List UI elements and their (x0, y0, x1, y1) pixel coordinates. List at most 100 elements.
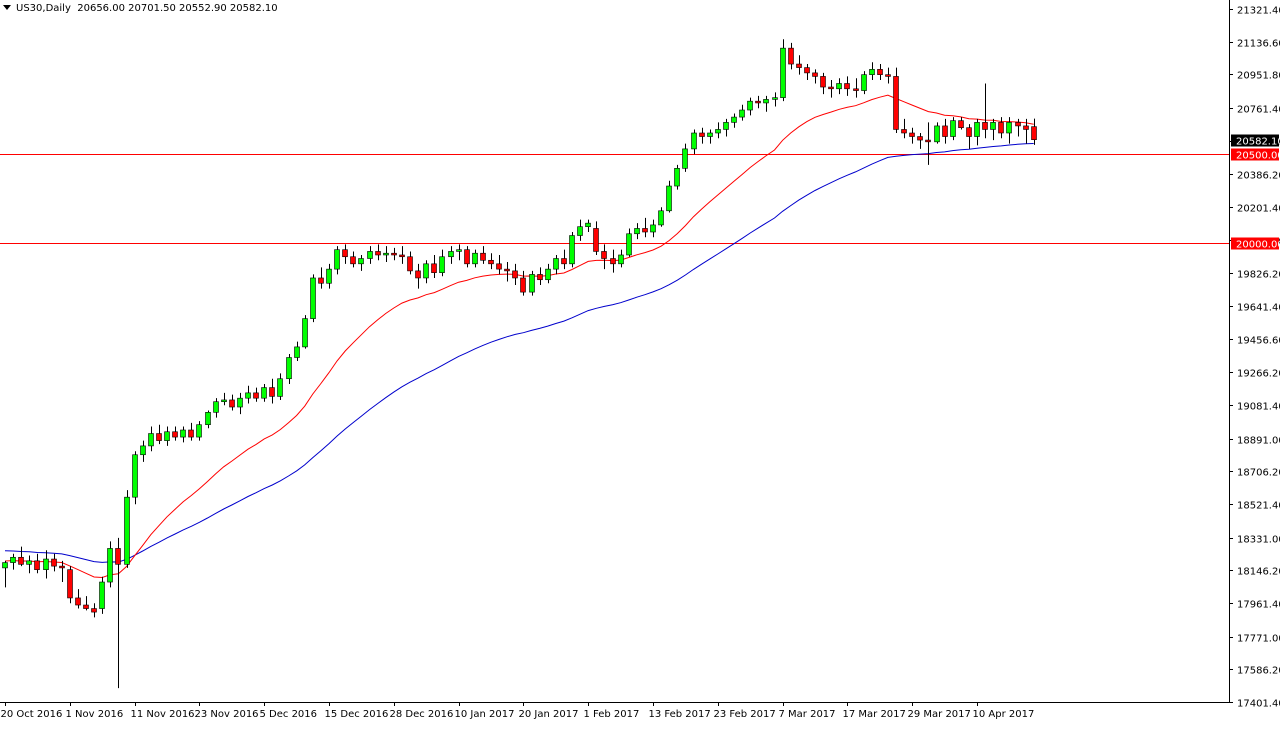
candle (164, 426, 170, 446)
price-tick-label: 19266.20 (1237, 369, 1280, 380)
price-tick-label: 19456.60 (1237, 336, 1280, 347)
level-price-tag (1231, 237, 1279, 250)
candle-body (909, 132, 915, 137)
time-tick-label: 1 Nov 2016 (66, 709, 124, 720)
candle (925, 122, 931, 165)
moving-average-fast-line (4, 94, 1034, 579)
candle (10, 553, 16, 570)
price-tick-label: 21136.60 (1237, 39, 1280, 50)
candle-body (415, 270, 421, 279)
candle (917, 132, 923, 149)
candle-body (691, 132, 697, 150)
candle-body (472, 252, 478, 265)
candle (658, 207, 664, 227)
candle (205, 410, 211, 429)
time-tick-label: 23 Nov 2016 (195, 709, 259, 720)
candle-body (569, 235, 575, 265)
candle-body (488, 259, 494, 265)
candle-body (124, 496, 130, 565)
candle-body (861, 74, 867, 91)
candle-body (196, 424, 202, 438)
candle-body (51, 558, 57, 567)
candle (107, 541, 113, 588)
time-tick-label: 13 Feb 2017 (649, 709, 711, 720)
candle-body (83, 604, 89, 609)
candle-body (553, 258, 559, 270)
candle (504, 262, 510, 282)
time-tick-label: 10 Apr 2017 (973, 709, 1035, 720)
candle-body (34, 560, 40, 570)
candle-body (407, 256, 413, 272)
level-price-tag (1231, 148, 1279, 161)
candle-body (431, 263, 437, 273)
candle (958, 117, 964, 130)
candle-body (763, 99, 769, 104)
candle (358, 254, 364, 271)
candle (553, 254, 559, 275)
candle-body (261, 387, 267, 399)
candle-body (67, 569, 73, 599)
candle (666, 180, 672, 213)
candle-body (75, 597, 81, 606)
price-tick-label: 19081.40 (1237, 402, 1280, 413)
candle (585, 219, 591, 232)
candle-body (245, 392, 251, 399)
time-tick-label: 29 Mar 2017 (908, 709, 971, 720)
candle-body (618, 254, 624, 265)
candle (1006, 117, 1012, 144)
price-tick-label: 19826.20 (1237, 270, 1280, 281)
candle (91, 603, 97, 618)
candle (901, 118, 907, 139)
candle (577, 219, 583, 241)
candle (520, 270, 526, 296)
candle-body (375, 251, 381, 256)
candle-body (18, 556, 24, 565)
candle (196, 421, 202, 441)
candle (739, 104, 745, 121)
candle (448, 246, 454, 264)
candle (950, 117, 956, 141)
candle-body (1015, 122, 1021, 127)
time-tick-label: 5 Dec 2016 (260, 709, 318, 720)
candle (561, 249, 567, 270)
candle (715, 122, 721, 139)
candle (464, 246, 470, 268)
candle (180, 426, 186, 443)
candle-body (2, 562, 8, 569)
candle (593, 221, 599, 255)
candle-body (958, 120, 964, 128)
candle-body (237, 397, 243, 408)
candle (51, 553, 57, 572)
candle (626, 228, 632, 257)
candle (601, 244, 607, 270)
candle (2, 560, 8, 588)
candle (618, 249, 624, 268)
candle-body (642, 228, 648, 233)
candle-body (942, 125, 948, 137)
collapse-arrow-icon[interactable] (3, 5, 11, 10)
candle (780, 39, 786, 102)
candle-body (585, 222, 591, 227)
candle-body (747, 100, 753, 111)
candle-body (772, 97, 778, 100)
candle (966, 124, 972, 149)
candle (399, 246, 405, 264)
candle-body (59, 565, 65, 569)
candle (375, 244, 381, 261)
time-tick-label: 28 Dec 2016 (390, 709, 454, 720)
candle-body (221, 399, 227, 403)
candle-body (1006, 122, 1012, 134)
candle (245, 385, 251, 404)
candle (569, 231, 575, 268)
price-tick-label: 17961.40 (1237, 600, 1280, 611)
candle (828, 79, 834, 98)
candle-body (423, 263, 429, 279)
candle (537, 267, 543, 286)
candle (909, 127, 915, 144)
candle (229, 394, 235, 411)
candle-body (439, 256, 445, 273)
candle (188, 422, 194, 441)
level-price-label: 20500.00 (1236, 151, 1280, 162)
